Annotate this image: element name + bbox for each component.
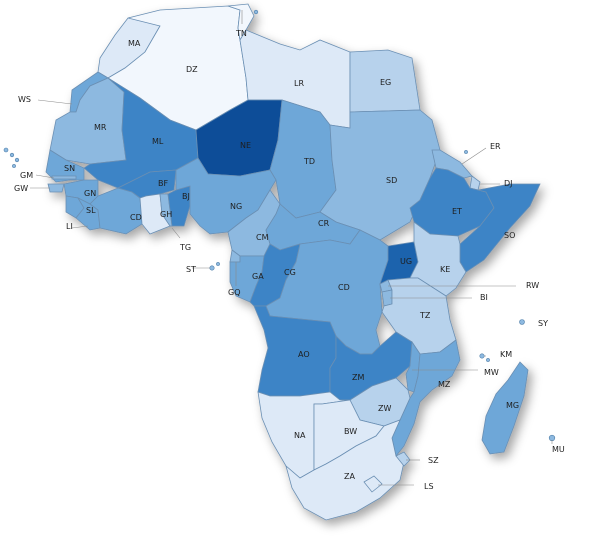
label-sc: SY [538,319,548,328]
label-st: ST [186,265,196,274]
label-sz: SZ [428,456,439,465]
label-bi: BI [480,293,488,302]
label-er: ER [490,142,501,151]
country-dj[interactable] [469,175,481,191]
island-cv-a [3,147,9,153]
country-gw[interactable] [47,183,65,193]
label-ls: LS [424,482,434,491]
country-mr[interactable] [49,77,127,165]
country-ls[interactable] [363,475,383,493]
island-cv-d [12,164,16,168]
island-st-b [216,262,220,266]
country-mu[interactable] [548,434,556,442]
label-leaders [30,10,553,486]
island-cv-b [9,152,15,158]
label-mw: MW [484,368,499,377]
island-tn-a [253,9,259,15]
country-za[interactable] [285,419,405,521]
label-rw: RW [526,281,539,290]
country-gm[interactable] [51,175,77,180]
country-bj[interactable] [167,185,191,227]
country-sc[interactable] [519,319,525,325]
country-km[interactable] [479,353,485,359]
island-er-a [464,150,468,154]
country-sn[interactable] [45,149,85,183]
island-km-b [486,358,490,362]
label-lr: LI [66,222,73,231]
label-gw: GW [14,184,28,193]
country-st[interactable] [209,265,215,271]
label-eh: WS [18,95,31,104]
country-mz[interactable] [391,339,461,457]
label-km: KM [500,350,512,359]
country-mg[interactable] [481,361,529,455]
label-mu: MU [552,445,565,454]
country-eg[interactable] [349,49,421,113]
label-gm: GM [20,171,33,180]
island-cv-c [14,157,20,163]
label-tg: TG [179,243,191,252]
